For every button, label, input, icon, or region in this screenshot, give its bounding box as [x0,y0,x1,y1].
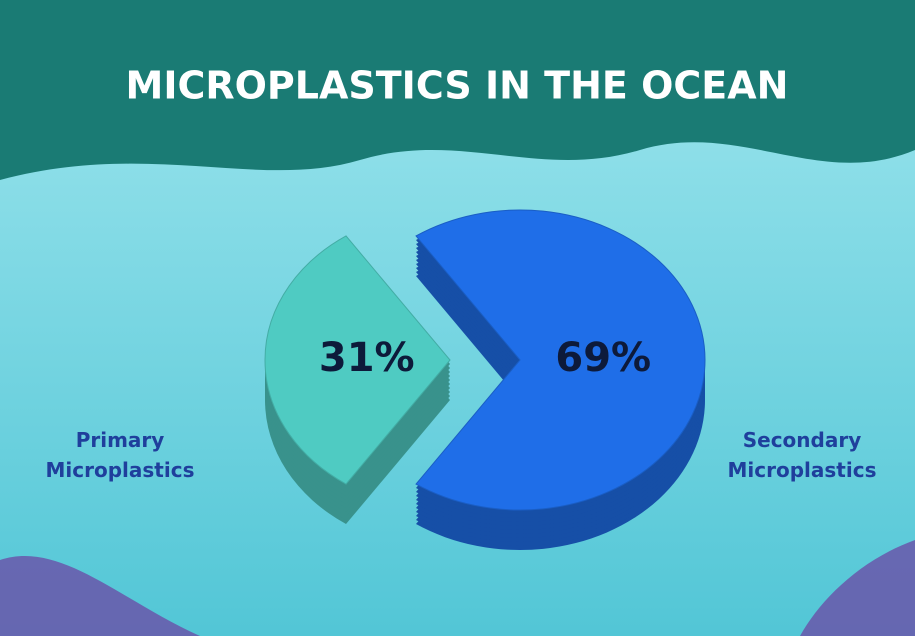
value-label: 31% [319,335,415,381]
category-label: Primary Microplastics [45,428,195,482]
coral-left [0,556,200,636]
chart-title: MICROPLASTICS IN THE OCEAN [126,64,789,108]
category-label: Secondary Microplastics [727,428,877,482]
pie-slice [415,209,706,511]
header-band [0,0,915,180]
pie-slice [264,235,451,485]
value-label: 69% [555,335,651,381]
coral-right [800,540,915,636]
